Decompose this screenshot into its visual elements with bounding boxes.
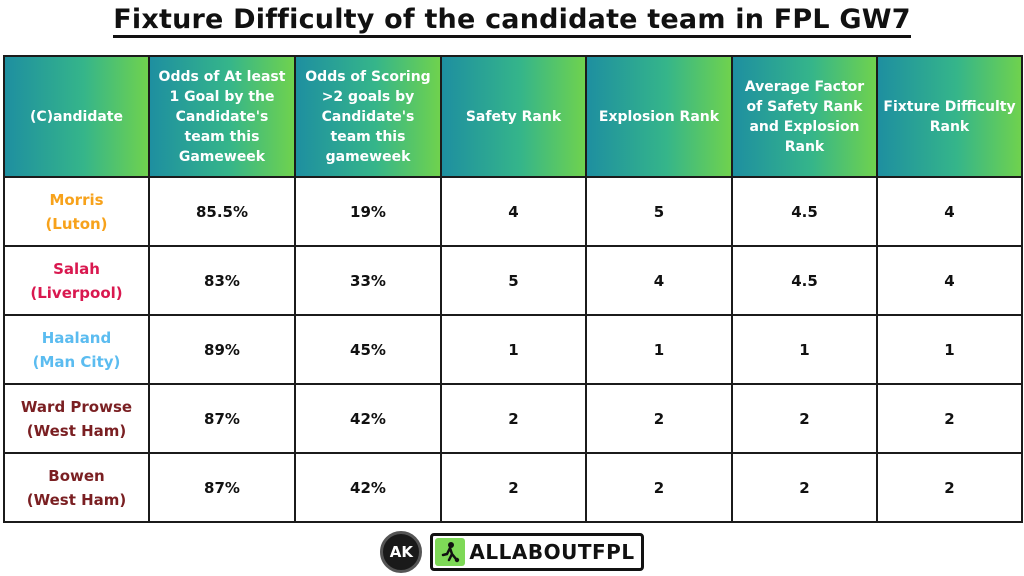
candidate-cell: Salah (Liverpool) xyxy=(3,245,150,316)
fixture-difficulty-rank-cell: 2 xyxy=(876,452,1023,523)
candidate-team: (West Ham) xyxy=(26,421,127,440)
fixture-difficulty-rank-cell: 4 xyxy=(876,245,1023,316)
header-odds-one-goal: Odds of At least 1 Goal by the Candidate… xyxy=(148,55,296,178)
average-factor-cell: 1 xyxy=(731,314,878,385)
explosion-rank-cell: 2 xyxy=(585,452,733,523)
candidate-name: Ward Prowse xyxy=(20,397,133,416)
odds-two-goals-cell: 19% xyxy=(294,176,442,247)
table-row: Haaland (Man City) 89% 45% 1 1 1 1 xyxy=(3,314,1023,385)
header-candidate: (C)andidate xyxy=(3,55,150,178)
header-fixture-difficulty-rank: Fixture Difficulty Rank xyxy=(876,55,1023,178)
brand-text: ALLABOUTFPL xyxy=(469,540,635,564)
table-row: Bowen (West Ham) 87% 42% 2 2 2 2 xyxy=(3,452,1023,523)
odds-one-goal-cell: 87% xyxy=(148,452,296,523)
header-safety-rank: Safety Rank xyxy=(440,55,587,178)
header-average-factor: Average Factor of Safety Rank and Explos… xyxy=(731,55,878,178)
odds-one-goal-cell: 83% xyxy=(148,245,296,316)
odds-two-goals-cell: 33% xyxy=(294,245,442,316)
footer-branding: AK ALLABOUTFPL xyxy=(0,530,1024,574)
explosion-rank-cell: 1 xyxy=(585,314,733,385)
ak-logo-initials: AK xyxy=(389,543,414,561)
odds-one-goal-cell: 89% xyxy=(148,314,296,385)
table-body: Morris (Luton) 85.5% 19% 4 5 4.5 4 Salah (Liverpo… xyxy=(3,176,1023,523)
table-row: Morris (Luton) 85.5% 19% 4 5 4.5 4 xyxy=(3,176,1023,247)
candidate-cell: Bowen (West Ham) xyxy=(3,452,150,523)
explosion-rank-cell: 4 xyxy=(585,245,733,316)
average-factor-cell: 2 xyxy=(731,383,878,454)
safety-rank-cell: 2 xyxy=(440,452,587,523)
odds-two-goals-cell: 45% xyxy=(294,314,442,385)
table-row: Salah (Liverpool) 83% 33% 5 4 4.5 4 xyxy=(3,245,1023,316)
fixture-difficulty-table: (C)andidate Odds of At least 1 Goal by t… xyxy=(3,55,1023,523)
safety-rank-cell: 5 xyxy=(440,245,587,316)
fixture-difficulty-rank-cell: 4 xyxy=(876,176,1023,247)
candidate-team: (Liverpool) xyxy=(30,283,123,302)
candidate-cell: Morris (Luton) xyxy=(3,176,150,247)
odds-two-goals-cell: 42% xyxy=(294,383,442,454)
candidate-team: (Luton) xyxy=(45,214,108,233)
odds-one-goal-cell: 87% xyxy=(148,383,296,454)
candidate-name: Morris xyxy=(49,190,104,209)
average-factor-cell: 4.5 xyxy=(731,176,878,247)
candidate-cell: Haaland (Man City) xyxy=(3,314,150,385)
fixture-difficulty-rank-cell: 1 xyxy=(876,314,1023,385)
average-factor-cell: 2 xyxy=(731,452,878,523)
safety-rank-cell: 1 xyxy=(440,314,587,385)
header-explosion-rank: Explosion Rank xyxy=(585,55,733,178)
allaboutfpl-logo: ALLABOUTFPL xyxy=(430,533,644,571)
ak-logo: AK xyxy=(380,531,423,573)
fixture-difficulty-rank-cell: 2 xyxy=(876,383,1023,454)
safety-rank-cell: 4 xyxy=(440,176,587,247)
page-title: Fixture Difficulty of the candidate team… xyxy=(0,4,1024,38)
candidate-team: (Man City) xyxy=(32,352,121,371)
table-row: Ward Prowse (West Ham) 87% 42% 2 2 2 2 xyxy=(3,383,1023,454)
header-odds-two-goals: Odds of Scoring >2 goals by Candidate's … xyxy=(294,55,442,178)
average-factor-cell: 4.5 xyxy=(731,245,878,316)
odds-two-goals-cell: 42% xyxy=(294,452,442,523)
candidate-name: Bowen xyxy=(48,466,105,485)
header-row: (C)andidate Odds of At least 1 Goal by t… xyxy=(3,55,1023,178)
page-title-text: Fixture Difficulty of the candidate team… xyxy=(113,4,911,38)
explosion-rank-cell: 5 xyxy=(585,176,733,247)
safety-rank-cell: 2 xyxy=(440,383,587,454)
explosion-rank-cell: 2 xyxy=(585,383,733,454)
football-player-icon xyxy=(435,538,466,566)
candidate-name: Salah xyxy=(53,259,100,278)
candidate-team: (West Ham) xyxy=(26,490,127,509)
candidate-cell: Ward Prowse (West Ham) xyxy=(3,383,150,454)
candidate-name: Haaland xyxy=(41,328,112,347)
odds-one-goal-cell: 85.5% xyxy=(148,176,296,247)
